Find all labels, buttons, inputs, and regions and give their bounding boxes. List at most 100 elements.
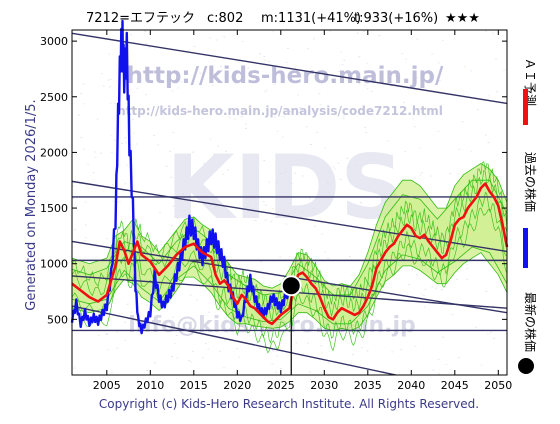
noise-dot xyxy=(262,201,265,202)
noise-dot xyxy=(74,229,77,231)
noise-dot xyxy=(84,224,87,226)
noise-dot xyxy=(172,132,175,134)
noise-dot xyxy=(271,31,274,33)
noise-dot xyxy=(77,114,80,116)
noise-dot xyxy=(288,213,290,215)
noise-dot xyxy=(372,76,375,78)
noise-dot xyxy=(276,182,279,184)
noise-dot xyxy=(285,62,288,64)
noise-dot xyxy=(272,208,275,210)
noise-dot xyxy=(264,219,267,221)
noise-dot xyxy=(236,348,239,350)
noise-dot xyxy=(411,269,414,271)
noise-dot xyxy=(112,200,115,202)
latest-price-marker-group xyxy=(280,275,302,375)
noise-dot xyxy=(222,247,225,249)
noise-dot xyxy=(405,58,408,60)
noise-dot xyxy=(258,347,261,349)
legend-marker-latest xyxy=(518,358,534,374)
noise-dot xyxy=(320,345,322,347)
forecast-band-line xyxy=(71,161,508,310)
noise-dot xyxy=(199,83,201,85)
noise-dot xyxy=(503,69,506,71)
noise-dot xyxy=(308,198,311,200)
noise-dot xyxy=(457,173,460,175)
copyright: Copyright (c) Kids-Hero Research Institu… xyxy=(99,397,479,411)
noise-dot xyxy=(72,185,74,187)
noise-dot xyxy=(285,223,288,225)
noise-dot xyxy=(92,172,95,174)
watermark-big: KIDS xyxy=(166,136,403,239)
noise-dot xyxy=(157,144,160,146)
noise-dot xyxy=(349,363,352,365)
noise-dot xyxy=(177,210,180,212)
noise-dot xyxy=(402,102,405,103)
noise-dot xyxy=(82,148,85,150)
noise-dot xyxy=(274,116,277,118)
noise-dot xyxy=(378,35,381,36)
noise-dot xyxy=(365,132,368,134)
noise-dot xyxy=(273,84,276,85)
noise-dot xyxy=(404,151,407,153)
noise-dot xyxy=(193,46,196,47)
noise-dot xyxy=(475,326,478,328)
noise-dot xyxy=(222,367,225,369)
channel-line xyxy=(72,32,507,105)
channel-line xyxy=(72,305,399,375)
noise-dot xyxy=(321,233,324,235)
noise-dot xyxy=(298,112,300,114)
noise-dot xyxy=(209,138,212,140)
noise-dot xyxy=(437,62,440,64)
noise-dot xyxy=(109,78,112,80)
noise-dot xyxy=(444,204,447,206)
noise-dot xyxy=(125,142,128,144)
mid-price: m:1131(+41%) xyxy=(261,11,361,26)
noise-dot xyxy=(305,316,308,318)
noise-dot xyxy=(421,172,424,174)
noise-dot xyxy=(263,56,266,57)
noise-dot xyxy=(221,173,224,175)
noise-dot xyxy=(366,217,369,219)
noise-dot xyxy=(435,287,438,289)
noise-dot xyxy=(108,53,111,55)
noise-dot xyxy=(315,198,318,200)
noise-dot xyxy=(204,343,207,345)
noise-dot xyxy=(207,311,210,313)
noise-dot xyxy=(438,80,441,82)
noise-dot xyxy=(306,342,309,344)
noise-dot xyxy=(131,107,134,109)
noise-dot xyxy=(451,314,454,316)
noise-dot xyxy=(182,193,185,195)
noise-dot xyxy=(319,104,322,106)
noise-dot xyxy=(148,47,151,49)
noise-dot xyxy=(461,121,464,123)
noise-dot xyxy=(470,70,473,72)
noise-dot xyxy=(395,75,398,77)
noise-dot xyxy=(99,152,102,154)
noise-dot xyxy=(113,139,116,141)
noise-dot xyxy=(191,350,194,352)
noise-dot xyxy=(132,289,135,291)
noise-dot xyxy=(241,41,244,42)
noise-dot xyxy=(497,369,499,371)
noise-dot xyxy=(153,362,156,364)
x-tick-label: 2015 xyxy=(180,379,208,392)
noise-dot xyxy=(284,171,287,173)
noise-dot xyxy=(276,130,279,132)
x-tick-label: 2025 xyxy=(267,379,295,392)
noise-dot xyxy=(138,296,141,298)
noise-dot xyxy=(279,173,282,175)
noise-dot xyxy=(271,363,274,365)
noise-dot xyxy=(347,80,350,82)
noise-dot xyxy=(259,53,261,55)
noise-dot xyxy=(268,181,271,183)
noise-dot xyxy=(207,348,210,350)
noise-dot xyxy=(351,274,354,276)
noise-dot xyxy=(263,160,266,162)
noise-dot xyxy=(270,220,273,222)
noise-dot xyxy=(199,72,202,74)
noise-dot xyxy=(290,183,293,185)
noise-dot xyxy=(110,151,113,153)
watermark-url-analysis: http://kids-hero.main.jp/analysis/code72… xyxy=(117,104,443,118)
noise-dot xyxy=(246,205,249,207)
